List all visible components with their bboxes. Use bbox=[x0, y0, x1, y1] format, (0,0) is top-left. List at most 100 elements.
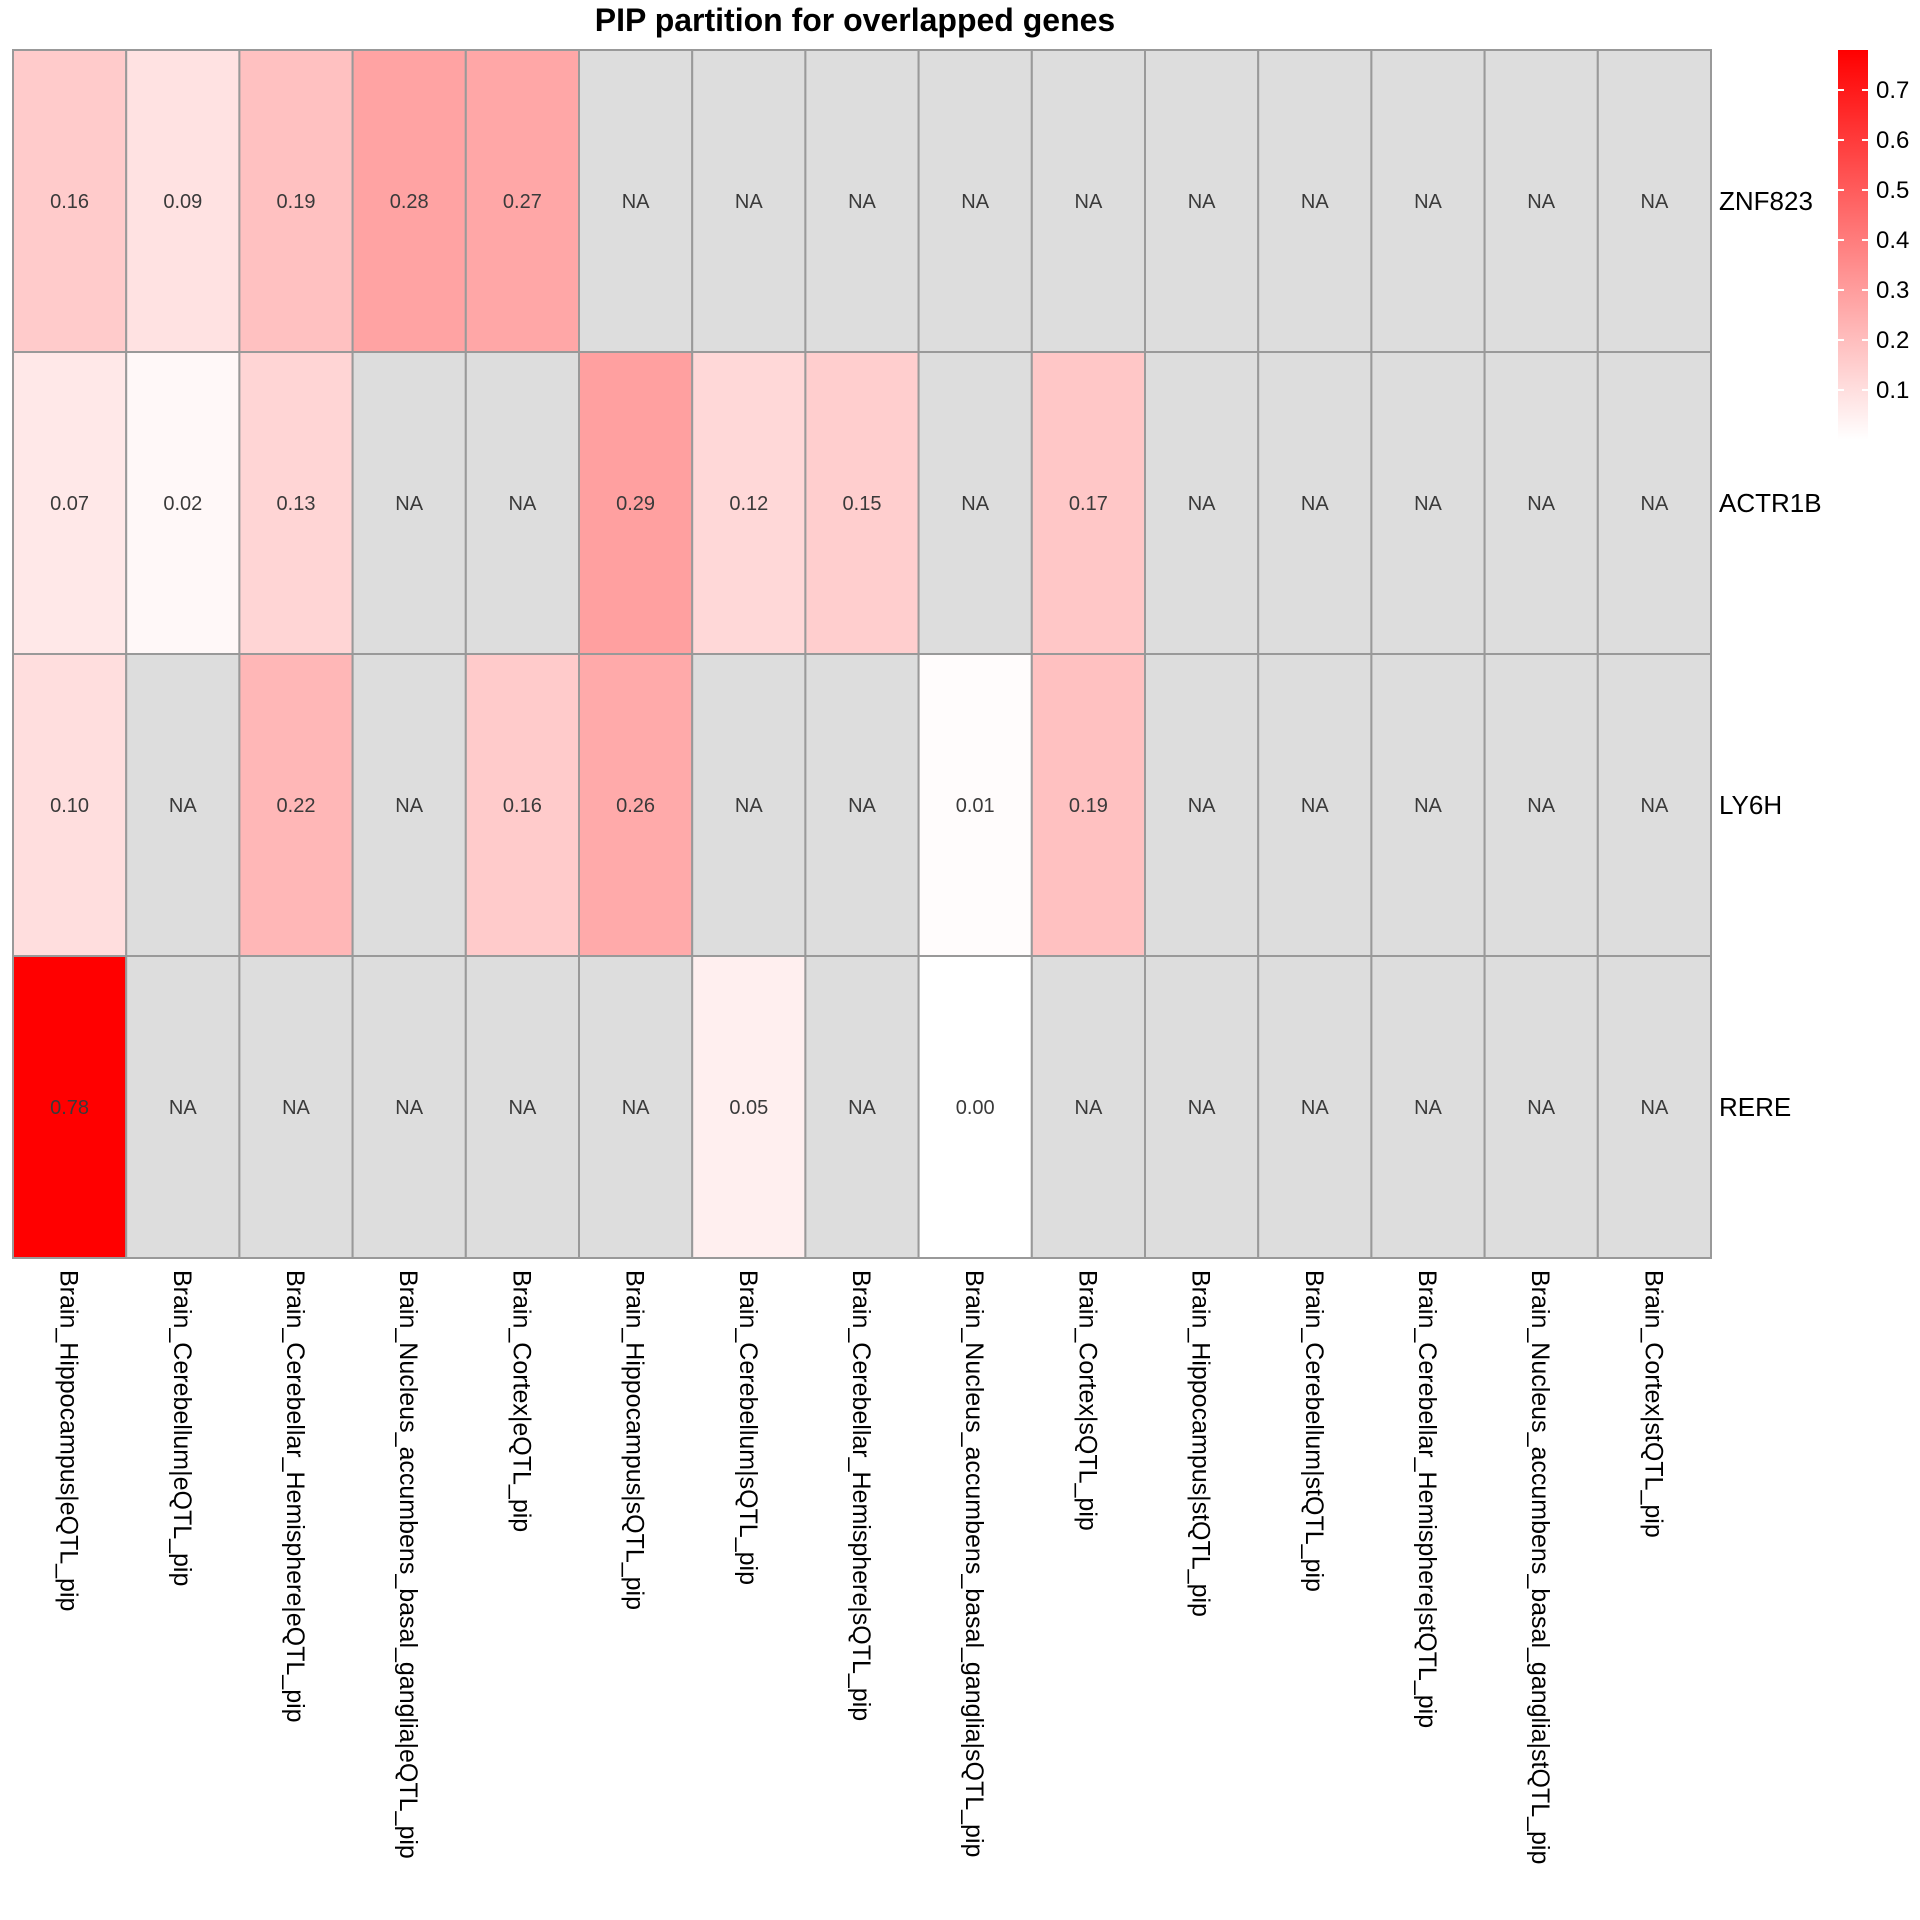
cell-value-label: 0.10 bbox=[50, 795, 89, 817]
cell-value-label: NA bbox=[509, 1097, 537, 1119]
cell-value-label: NA bbox=[1075, 1097, 1103, 1119]
heatmap-cell bbox=[238, 351, 354, 655]
cell-value-label: NA bbox=[1641, 191, 1669, 213]
cell-value-label: NA bbox=[1527, 191, 1555, 213]
heatmap-cell bbox=[125, 49, 241, 353]
heatmap-cell bbox=[1483, 49, 1599, 353]
cell-value-label: 0.78 bbox=[50, 1097, 89, 1119]
row-label: RERE bbox=[1719, 1092, 1791, 1122]
heatmap-cells bbox=[12, 49, 1713, 1259]
cell-value-label: 0.22 bbox=[277, 795, 316, 817]
heatmap-cell bbox=[1596, 351, 1713, 655]
cell-value-label: 0.27 bbox=[503, 191, 542, 213]
cell-value-label: NA bbox=[961, 191, 989, 213]
cell-value-label: 0.05 bbox=[729, 1097, 768, 1119]
cell-value-label: NA bbox=[1188, 191, 1216, 213]
heatmap-cell bbox=[464, 351, 580, 655]
heatmap-cell bbox=[578, 955, 694, 1259]
heatmap-cell bbox=[917, 955, 1033, 1259]
row-label: ACTR1B bbox=[1719, 488, 1822, 518]
heatmap-cell bbox=[917, 49, 1033, 353]
column-label: Brain_Cerebellum|stQTL_pip bbox=[1300, 1270, 1328, 1592]
heatmap-cell bbox=[1596, 653, 1713, 957]
heatmap-cell bbox=[238, 955, 354, 1259]
column-label: Brain_Cerebellum|sQTL_pip bbox=[734, 1270, 762, 1585]
cell-value-label: NA bbox=[1527, 795, 1555, 817]
cell-value-label: NA bbox=[1301, 795, 1329, 817]
cell-value-label: NA bbox=[1414, 493, 1442, 515]
cell-value-label: NA bbox=[1301, 191, 1329, 213]
cell-value-label: 0.15 bbox=[843, 493, 882, 515]
cell-value-label: NA bbox=[848, 1097, 876, 1119]
cell-value-label: NA bbox=[395, 1097, 423, 1119]
cell-value-label: 0.13 bbox=[277, 493, 316, 515]
heatmap-cell bbox=[578, 653, 694, 957]
heatmap-cell bbox=[1483, 955, 1599, 1259]
cell-value-label: NA bbox=[1188, 1097, 1216, 1119]
cell-value-label: 0.29 bbox=[616, 493, 655, 515]
heatmap-cell bbox=[804, 955, 920, 1259]
heatmap-cell bbox=[917, 653, 1033, 957]
heatmap-cell bbox=[1257, 955, 1373, 1259]
heatmap-cell bbox=[12, 351, 128, 655]
cell-value-label: NA bbox=[961, 493, 989, 515]
column-label: Brain_Hippocampus|eQTL_pip bbox=[55, 1270, 83, 1611]
cell-value-label: NA bbox=[1301, 1097, 1329, 1119]
legend-color-bar bbox=[1838, 50, 1868, 440]
legend-tick-label: 0.5 bbox=[1876, 177, 1909, 204]
cell-value-label: 0.01 bbox=[956, 795, 995, 817]
heatmap-cell bbox=[691, 49, 807, 353]
heatmap-cell bbox=[1144, 351, 1260, 655]
heatmap-cell bbox=[578, 351, 694, 655]
heatmap-cell bbox=[1030, 49, 1147, 353]
heatmap-cell bbox=[1596, 49, 1713, 353]
cell-value-label: NA bbox=[509, 493, 537, 515]
cell-value-label: 0.16 bbox=[503, 795, 542, 817]
row-label: ZNF823 bbox=[1719, 186, 1813, 216]
heatmap-cell bbox=[1483, 653, 1599, 957]
column-label: Brain_Cerebellum|eQTL_pip bbox=[168, 1270, 196, 1586]
heatmap-cell bbox=[1483, 351, 1599, 655]
cell-value-label: 0.09 bbox=[163, 191, 202, 213]
cell-value-label: 0.28 bbox=[390, 191, 429, 213]
heatmap-cell bbox=[125, 351, 241, 655]
cell-value-label: NA bbox=[395, 795, 423, 817]
column-labels: Brain_Hippocampus|eQTL_pip Brain_Cerebell… bbox=[55, 1270, 1668, 1864]
cell-value-label: NA bbox=[1641, 1097, 1669, 1119]
heatmap-cell bbox=[804, 49, 920, 353]
cell-value-label: NA bbox=[622, 1097, 650, 1119]
legend-tick-label: 0.6 bbox=[1876, 127, 1909, 154]
cell-value-label: NA bbox=[1075, 191, 1103, 213]
cell-value-label: NA bbox=[1641, 795, 1669, 817]
heatmap-cell bbox=[1370, 653, 1486, 957]
column-label: Brain_Cerebellar_Hemisphere|sQTL_pip bbox=[847, 1270, 875, 1721]
heatmap-cell bbox=[1257, 653, 1373, 957]
cell-value-label: NA bbox=[169, 1097, 197, 1119]
column-label: Brain_Cortex|eQTL_pip bbox=[507, 1270, 535, 1532]
heatmap-cell bbox=[12, 49, 128, 353]
heatmap-cell bbox=[804, 653, 920, 957]
heatmap-cell bbox=[917, 351, 1033, 655]
heatmap-cell bbox=[1257, 49, 1373, 353]
cell-value-label: NA bbox=[1641, 493, 1669, 515]
legend-tick-label: 0.3 bbox=[1876, 277, 1909, 304]
column-label: Brain_Nucleus_accumbens_basal_ganglia|eQ… bbox=[394, 1270, 422, 1859]
cell-value-label: NA bbox=[1188, 795, 1216, 817]
legend-tick-label: 0.7 bbox=[1876, 77, 1909, 104]
cell-value-label: NA bbox=[1527, 1097, 1555, 1119]
chart-title: PIP partition for overlapped genes bbox=[594, 2, 1116, 38]
row-label: LY6H bbox=[1719, 790, 1782, 820]
heatmap-cell bbox=[1030, 955, 1147, 1259]
cell-value-label: 0.00 bbox=[956, 1097, 995, 1119]
cell-value-label: NA bbox=[848, 795, 876, 817]
color-legend: 0.1 0.2 0.3 0.4 0.5 0.6 0.7 bbox=[1838, 50, 1909, 440]
heatmap-cell bbox=[691, 351, 807, 655]
legend-tick-label: 0.4 bbox=[1876, 227, 1909, 254]
cell-value-label: NA bbox=[848, 191, 876, 213]
heatmap-cell bbox=[804, 351, 920, 655]
column-label: Brain_Hippocampus|stQTL_pip bbox=[1187, 1270, 1215, 1617]
cell-value-label: NA bbox=[1414, 795, 1442, 817]
cell-value-label: 0.16 bbox=[50, 191, 89, 213]
cell-value-label: NA bbox=[735, 795, 763, 817]
heatmap-cell bbox=[464, 653, 580, 957]
